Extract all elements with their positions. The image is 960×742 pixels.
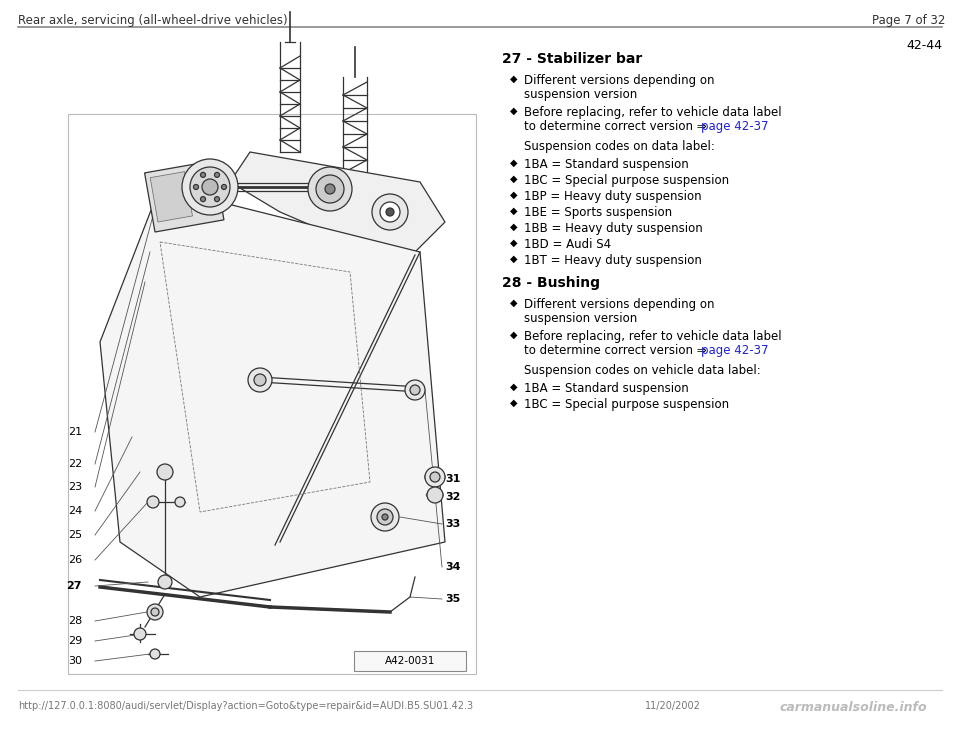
- Text: to determine correct version ⇒: to determine correct version ⇒: [524, 120, 710, 133]
- Text: 22: 22: [68, 459, 82, 469]
- Text: Suspension codes on data label:: Suspension codes on data label:: [524, 140, 715, 153]
- Polygon shape: [100, 187, 445, 597]
- Text: 1BC = Special purpose suspension: 1BC = Special purpose suspension: [524, 398, 730, 411]
- Text: suspension version: suspension version: [524, 312, 637, 325]
- Circle shape: [201, 197, 205, 202]
- Text: http://127.0.0.1:8080/audi/servlet/Display?action=Goto&type=repair&id=AUDI.B5.SU: http://127.0.0.1:8080/audi/servlet/Displ…: [18, 701, 473, 711]
- Text: 27 - Stabilizer bar: 27 - Stabilizer bar: [502, 52, 642, 66]
- Circle shape: [371, 503, 399, 531]
- Text: Before replacing, refer to vehicle data label: Before replacing, refer to vehicle data …: [524, 106, 781, 119]
- Ellipse shape: [425, 471, 445, 483]
- Text: Rear axle, servicing (all-wheel-drive vehicles): Rear axle, servicing (all-wheel-drive ve…: [18, 14, 288, 27]
- Circle shape: [308, 167, 352, 211]
- Text: 1BD = Audi S4: 1BD = Audi S4: [524, 238, 612, 251]
- Circle shape: [325, 184, 335, 194]
- Polygon shape: [230, 152, 445, 252]
- Bar: [68, 114, 476, 674]
- Circle shape: [147, 604, 163, 620]
- Text: 23: 23: [68, 482, 82, 492]
- Text: 25: 25: [68, 530, 82, 540]
- Text: ◆: ◆: [510, 330, 517, 340]
- Circle shape: [222, 185, 227, 189]
- Text: page 42-37: page 42-37: [701, 120, 769, 133]
- Text: ◆: ◆: [510, 158, 517, 168]
- Bar: [145, 161, 224, 232]
- Circle shape: [386, 208, 394, 216]
- Text: Page 7 of 32: Page 7 of 32: [872, 14, 945, 27]
- Text: ◆: ◆: [510, 190, 517, 200]
- Text: ◆: ◆: [510, 74, 517, 84]
- Text: Before replacing, refer to vehicle data label: Before replacing, refer to vehicle data …: [524, 330, 781, 343]
- Bar: [150, 171, 192, 222]
- Text: 11/20/2002: 11/20/2002: [645, 701, 701, 711]
- Circle shape: [410, 385, 420, 395]
- Circle shape: [214, 172, 220, 177]
- Text: ◆: ◆: [510, 206, 517, 216]
- Circle shape: [201, 172, 205, 177]
- Circle shape: [248, 368, 272, 392]
- Circle shape: [427, 487, 443, 503]
- Text: page 42-37: page 42-37: [701, 344, 769, 357]
- Circle shape: [380, 202, 400, 222]
- Text: 31: 31: [445, 474, 461, 484]
- FancyBboxPatch shape: [354, 651, 466, 671]
- Circle shape: [430, 472, 440, 482]
- Text: carmanualsoline.info: carmanualsoline.info: [780, 701, 927, 714]
- Text: 29: 29: [68, 636, 82, 646]
- Text: to determine correct version ⇒: to determine correct version ⇒: [524, 344, 710, 357]
- Text: 21: 21: [68, 427, 82, 437]
- Circle shape: [194, 185, 199, 189]
- Text: 1BA = Standard suspension: 1BA = Standard suspension: [524, 382, 688, 395]
- Text: ◆: ◆: [510, 222, 517, 232]
- Text: Suspension codes on vehicle data label:: Suspension codes on vehicle data label:: [524, 364, 760, 377]
- Text: 24: 24: [68, 506, 82, 516]
- Circle shape: [175, 497, 185, 507]
- Text: 26: 26: [68, 555, 82, 565]
- Ellipse shape: [427, 490, 443, 500]
- Text: ◆: ◆: [510, 382, 517, 392]
- Text: Different versions depending on: Different versions depending on: [524, 298, 714, 311]
- Circle shape: [316, 175, 344, 203]
- Circle shape: [405, 380, 425, 400]
- Circle shape: [151, 608, 159, 616]
- Text: ◆: ◆: [510, 398, 517, 408]
- Circle shape: [157, 464, 173, 480]
- Circle shape: [150, 649, 160, 659]
- Text: ◆: ◆: [510, 254, 517, 264]
- Text: ◆: ◆: [510, 106, 517, 116]
- Text: 28: 28: [68, 616, 82, 626]
- Circle shape: [425, 467, 445, 487]
- Circle shape: [254, 374, 266, 386]
- Text: 1BC = Special purpose suspension: 1BC = Special purpose suspension: [524, 174, 730, 187]
- Text: ◆: ◆: [510, 238, 517, 248]
- Circle shape: [158, 575, 172, 589]
- Text: suspension version: suspension version: [524, 88, 637, 101]
- Circle shape: [377, 509, 393, 525]
- Text: 34: 34: [445, 562, 461, 572]
- Circle shape: [147, 496, 159, 508]
- Circle shape: [214, 197, 220, 202]
- Circle shape: [202, 179, 218, 195]
- Text: 30: 30: [68, 656, 82, 666]
- Text: 27: 27: [66, 581, 82, 591]
- Text: 33: 33: [445, 519, 460, 529]
- Text: Different versions depending on: Different versions depending on: [524, 74, 714, 87]
- Text: 1BA = Standard suspension: 1BA = Standard suspension: [524, 158, 688, 171]
- Text: 1BT = Heavy duty suspension: 1BT = Heavy duty suspension: [524, 254, 702, 267]
- Circle shape: [382, 514, 388, 520]
- Circle shape: [190, 167, 230, 207]
- Text: 1BE = Sports suspension: 1BE = Sports suspension: [524, 206, 672, 219]
- Text: A42-0031: A42-0031: [385, 656, 435, 666]
- Text: ◆: ◆: [510, 298, 517, 308]
- Text: 1BP = Heavy duty suspension: 1BP = Heavy duty suspension: [524, 190, 702, 203]
- Circle shape: [372, 194, 408, 230]
- Text: 42-44: 42-44: [906, 39, 942, 52]
- Text: 32: 32: [445, 492, 461, 502]
- Circle shape: [182, 159, 238, 215]
- Text: ◆: ◆: [510, 174, 517, 184]
- Text: 28 - Bushing: 28 - Bushing: [502, 276, 600, 290]
- Text: 1BB = Heavy duty suspension: 1BB = Heavy duty suspension: [524, 222, 703, 235]
- Circle shape: [134, 628, 146, 640]
- Text: 35: 35: [445, 594, 460, 604]
